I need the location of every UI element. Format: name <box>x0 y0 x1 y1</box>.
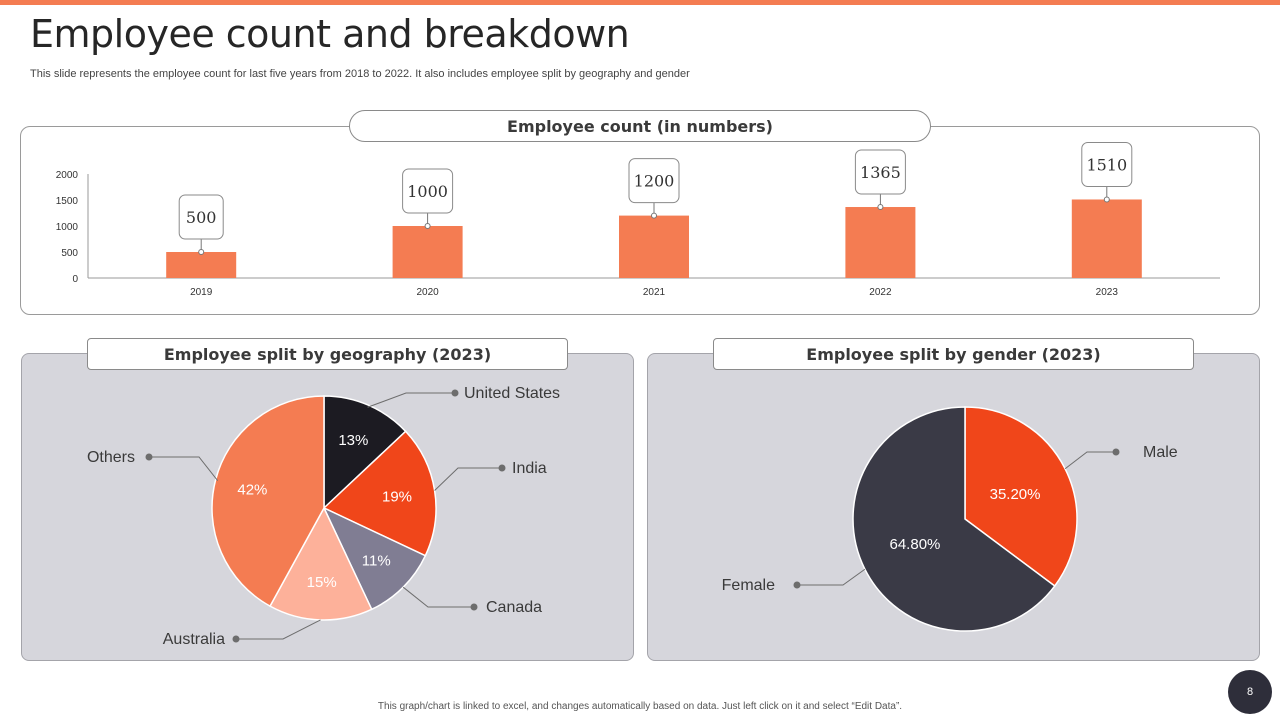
y-tick-label: 0 <box>72 274 78 285</box>
legend-label-canada: Canada <box>486 599 542 616</box>
data-label-box <box>402 168 454 214</box>
callout-line-male <box>1064 451 1116 470</box>
data-label-2019: 500 <box>186 208 217 227</box>
bar-2023 <box>1071 199 1142 278</box>
legend-label-united-states: United States <box>464 385 560 402</box>
callout-dot-india <box>498 464 506 472</box>
y-tick-label: 1500 <box>56 196 79 207</box>
data-label-box <box>628 158 680 204</box>
bar-2022 <box>845 207 916 278</box>
callout-dot-others <box>145 453 153 461</box>
pie-slice-australia <box>269 506 373 621</box>
callout-line-female <box>797 568 866 586</box>
callout-dot-female <box>793 581 801 589</box>
callout-line-australia <box>236 619 321 640</box>
geography-chart-title: Employee split by geography (2023) <box>87 338 568 370</box>
page-number-badge: 8 <box>1228 670 1272 714</box>
bar-2019 <box>166 252 237 278</box>
x-tick-label: 2019 <box>190 287 213 298</box>
callout-dot-male <box>1112 448 1120 456</box>
data-label-dot <box>1103 196 1110 203</box>
data-label-2021: 1200 <box>634 172 675 191</box>
y-tick-label: 2000 <box>56 170 79 181</box>
data-label-2022: 1365 <box>860 163 901 182</box>
data-label-dot <box>424 223 431 229</box>
top-accent-bar <box>0 0 1280 5</box>
callout-dot-canada <box>470 603 478 611</box>
bar-2021 <box>619 215 689 278</box>
legend-label-male: Male <box>1143 444 1178 461</box>
pie-value-label-australia: 15% <box>307 574 337 591</box>
data-label-dot <box>198 249 205 255</box>
bar-2020 <box>392 226 463 278</box>
pie-value-label-canada: 11% <box>362 552 391 569</box>
gender-pie-chart[interactable]: 35.20% Male 64.80% Female <box>647 353 1260 661</box>
data-label-2023: 1510 <box>1086 155 1127 174</box>
legend-label-female: Female <box>722 577 775 594</box>
pie-slice-male <box>964 406 1078 588</box>
page-title: Employee count and breakdown <box>30 12 630 56</box>
data-label-box <box>854 149 906 195</box>
data-label-box <box>178 194 224 240</box>
geography-pie-chart[interactable]: 13% United States 19% India 11% Canada 15% Aust… <box>21 353 634 661</box>
data-label-dot <box>877 204 884 211</box>
callout-dot-united-states <box>451 389 459 397</box>
pie-slice-female <box>852 406 1056 632</box>
data-label-dot <box>651 212 657 219</box>
employee-count-bar-chart[interactable]: 0 500 1000 1500 2000 2019 500 2020 1000 2021 1200 2… <box>0 0 1280 330</box>
callout-line-others <box>149 456 219 482</box>
callout-line-united-states <box>367 392 455 408</box>
data-label-box <box>1081 141 1133 187</box>
y-tick-label: 1000 <box>56 222 79 233</box>
x-tick-label: 2022 <box>869 287 892 298</box>
callout-line-india <box>434 467 502 491</box>
legend-label-australia: Australia <box>163 631 225 648</box>
x-tick-label: 2021 <box>643 287 666 298</box>
gender-chart-title: Employee split by gender (2023) <box>713 338 1194 370</box>
pie-value-label-india: 19% <box>382 488 412 505</box>
data-label-2020: 1000 <box>407 182 448 201</box>
pie-value-label-male: 35.20% <box>990 486 1041 503</box>
pie-slice-others <box>211 395 325 608</box>
x-tick-label: 2020 <box>416 287 439 298</box>
legend-label-india: India <box>512 460 547 477</box>
pie-slice-united-states <box>323 395 407 510</box>
callout-dot-australia <box>232 635 240 643</box>
y-tick-label: 500 <box>61 248 78 259</box>
pie-slice-canada <box>322 506 427 611</box>
callout-line-canada <box>402 586 474 608</box>
page-subtitle: This slide represents the employee count… <box>30 68 690 80</box>
pie-value-label-others: 42% <box>237 482 267 499</box>
pie-value-label-female: 64.80% <box>890 536 941 553</box>
pie-value-label-united-states: 13% <box>338 432 368 449</box>
legend-label-others: Others <box>87 449 135 466</box>
employee-count-title: Employee count (in numbers) <box>349 110 931 142</box>
footer-note: This graph/chart is linked to excel, and… <box>377 701 903 712</box>
x-tick-label: 2023 <box>1096 287 1119 298</box>
